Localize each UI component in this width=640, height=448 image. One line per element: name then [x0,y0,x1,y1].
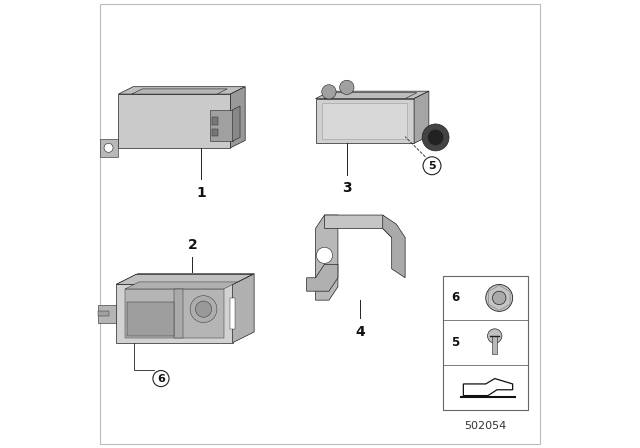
Text: 5: 5 [428,161,436,171]
Text: 502054: 502054 [465,421,507,431]
Polygon shape [116,275,252,284]
Bar [99,311,109,316]
Polygon shape [99,305,116,323]
Polygon shape [125,282,237,289]
Circle shape [488,329,502,343]
Polygon shape [118,94,230,148]
Circle shape [195,301,212,317]
Polygon shape [316,91,429,99]
Bar [212,129,218,136]
Circle shape [422,124,449,151]
Polygon shape [100,139,118,157]
Polygon shape [307,264,338,291]
Polygon shape [324,215,392,237]
Text: 5: 5 [451,336,460,349]
Polygon shape [230,87,245,148]
Bar [212,117,218,125]
Bar [493,336,497,354]
Circle shape [340,80,354,95]
Bar [323,103,408,139]
Polygon shape [316,215,338,300]
Circle shape [493,291,506,305]
Circle shape [322,85,336,99]
Polygon shape [324,93,417,99]
Text: 2: 2 [188,238,197,252]
Bar [230,298,235,329]
Bar [443,276,529,410]
Text: 4: 4 [355,325,365,339]
Circle shape [486,284,513,311]
Text: 6: 6 [451,291,460,305]
Text: 6: 6 [157,374,165,383]
Polygon shape [116,274,254,284]
Polygon shape [316,99,414,143]
Polygon shape [174,289,184,338]
Polygon shape [210,110,233,141]
Text: 1: 1 [196,186,206,200]
Polygon shape [116,284,233,343]
Circle shape [316,247,333,263]
Polygon shape [118,87,245,94]
Circle shape [153,370,169,387]
Circle shape [190,296,217,323]
Polygon shape [125,289,224,338]
Circle shape [423,157,441,175]
Circle shape [104,143,113,152]
Polygon shape [414,91,429,143]
Polygon shape [132,89,227,94]
Polygon shape [233,274,254,343]
Text: 3: 3 [342,181,352,195]
Polygon shape [127,302,174,336]
Polygon shape [233,106,240,141]
Circle shape [428,129,444,146]
Polygon shape [383,215,405,278]
